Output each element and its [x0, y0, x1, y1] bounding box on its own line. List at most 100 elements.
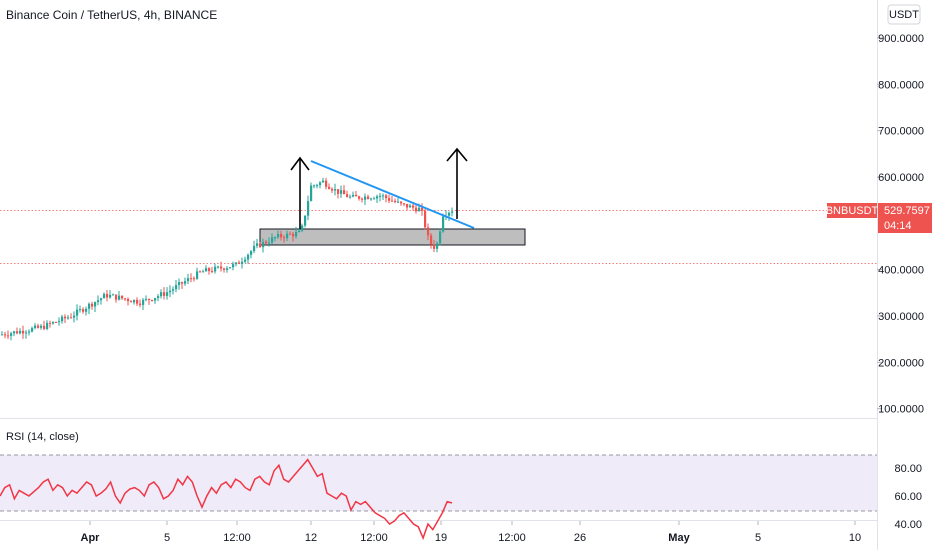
candle[interactable]: [106, 289, 109, 302]
candle[interactable]: [127, 297, 130, 306]
candle[interactable]: [430, 233, 433, 249]
candle[interactable]: [403, 203, 406, 207]
candle[interactable]: [337, 189, 340, 199]
candle[interactable]: [289, 231, 292, 235]
candle[interactable]: [148, 298, 151, 305]
candle[interactable]: [55, 321, 58, 323]
candle[interactable]: [280, 230, 283, 241]
candle[interactable]: [370, 197, 373, 201]
candle[interactable]: [343, 185, 346, 195]
candle[interactable]: [61, 314, 64, 324]
candle[interactable]: [322, 177, 325, 183]
candle[interactable]: [292, 231, 295, 242]
candle[interactable]: [385, 193, 388, 203]
candle[interactable]: [394, 198, 397, 204]
candle[interactable]: [130, 300, 133, 303]
candle[interactable]: [190, 273, 193, 283]
candle[interactable]: [91, 301, 94, 310]
candle[interactable]: [340, 185, 343, 199]
candle[interactable]: [382, 193, 385, 200]
candle[interactable]: [367, 194, 370, 200]
candle[interactable]: [319, 181, 322, 189]
candle[interactable]: [154, 297, 157, 304]
candle[interactable]: [115, 294, 118, 303]
candle[interactable]: [151, 299, 154, 302]
time-axis[interactable]: Apr 5 12:00 12 12:00 19 12:00 26 May 5 10: [81, 521, 862, 544]
candle[interactable]: [181, 281, 184, 290]
candle[interactable]: [142, 298, 145, 311]
candle[interactable]: [247, 253, 250, 264]
candle[interactable]: [409, 203, 412, 208]
candle[interactable]: [373, 196, 376, 200]
rsi-pane[interactable]: RSI (14, close) 80.00 60.00 40.00: [0, 431, 922, 541]
candle[interactable]: [346, 190, 349, 198]
candle[interactable]: [229, 267, 232, 269]
candle[interactable]: [145, 295, 148, 302]
candle[interactable]: [298, 228, 301, 233]
candle[interactable]: [220, 261, 223, 272]
candle[interactable]: [253, 240, 256, 254]
candle[interactable]: [268, 237, 271, 247]
candle[interactable]: [307, 195, 310, 221]
candle[interactable]: [37, 323, 40, 329]
candle[interactable]: [412, 203, 415, 211]
candle[interactable]: [109, 290, 112, 299]
candle[interactable]: [178, 278, 181, 290]
support-zone[interactable]: [259, 228, 526, 246]
candle[interactable]: [205, 265, 208, 272]
candle[interactable]: [358, 195, 361, 201]
candle[interactable]: [325, 177, 328, 190]
candle[interactable]: [316, 183, 319, 189]
candle[interactable]: [118, 291, 121, 301]
candle[interactable]: [73, 311, 76, 323]
support-zone-rect[interactable]: [259, 228, 526, 246]
candle[interactable]: [304, 215, 307, 228]
descending-trendline[interactable]: [310, 160, 475, 229]
candle[interactable]: [262, 238, 265, 253]
candle[interactable]: [349, 194, 352, 199]
candle[interactable]: [256, 238, 259, 249]
candle[interactable]: [250, 249, 253, 259]
candle[interactable]: [427, 223, 430, 241]
candle[interactable]: [259, 242, 262, 248]
candle[interactable]: [283, 235, 286, 243]
candle[interactable]: [28, 329, 31, 336]
candle[interactable]: [235, 261, 238, 267]
candle[interactable]: [1, 331, 4, 336]
candle[interactable]: [25, 330, 28, 339]
candle[interactable]: [295, 226, 298, 239]
candle[interactable]: [193, 276, 196, 282]
candle[interactable]: [34, 323, 37, 330]
candle[interactable]: [334, 183, 337, 196]
candle[interactable]: [406, 203, 409, 211]
candle[interactable]: [301, 223, 304, 233]
candle[interactable]: [376, 194, 379, 203]
candle[interactable]: [172, 286, 175, 295]
candle[interactable]: [199, 270, 202, 273]
candle[interactable]: [400, 201, 403, 206]
candle[interactable]: [187, 273, 190, 284]
candle[interactable]: [202, 269, 205, 273]
candle[interactable]: [331, 187, 334, 193]
candle[interactable]: [208, 267, 211, 275]
candle[interactable]: [136, 297, 139, 306]
candle[interactable]: [16, 327, 19, 335]
candle[interactable]: [64, 314, 67, 323]
candle[interactable]: [43, 320, 46, 331]
candle[interactable]: [97, 295, 100, 306]
candle[interactable]: [313, 184, 316, 189]
candle[interactable]: [163, 287, 166, 300]
candle[interactable]: [67, 314, 70, 320]
candle[interactable]: [241, 257, 244, 269]
candle[interactable]: [217, 265, 220, 269]
candle[interactable]: [85, 306, 88, 316]
candle[interactable]: [238, 260, 241, 265]
candle[interactable]: [112, 293, 115, 296]
candle[interactable]: [31, 326, 34, 333]
candle[interactable]: [52, 321, 55, 325]
candle[interactable]: [355, 191, 358, 197]
candle[interactable]: [94, 301, 97, 312]
candle[interactable]: [442, 213, 445, 233]
